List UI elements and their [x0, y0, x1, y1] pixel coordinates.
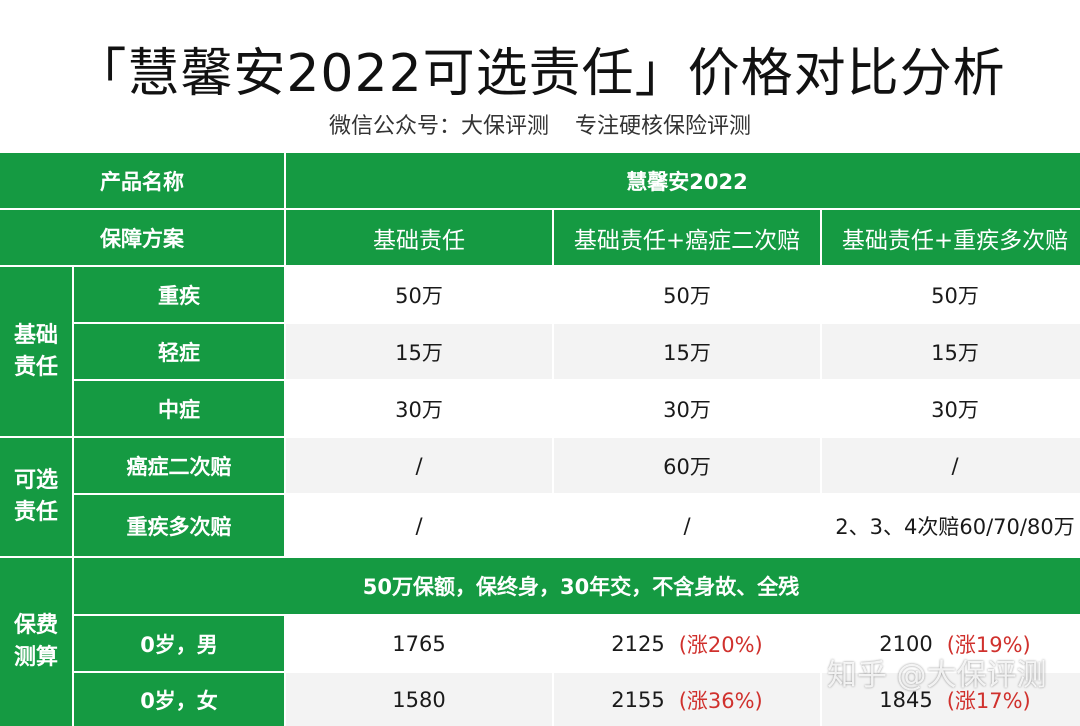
table-cell: /: [286, 495, 552, 556]
premium-value: 2100: [879, 631, 933, 656]
increase-note: (涨36%): [678, 688, 763, 713]
premium-value: 2125: [611, 631, 665, 656]
table-cell: 2、3、4次赔60/70/80万: [822, 495, 1080, 556]
table-cell: /: [286, 438, 552, 493]
group-label-basic: 基础责任: [0, 267, 72, 436]
premium-cell: 2155 (涨36%): [554, 673, 820, 726]
row-label: 轻症: [74, 324, 284, 379]
product-name-value: 慧馨安2022: [286, 153, 1080, 208]
table-cell: 30万: [822, 381, 1080, 436]
row-label: 0岁，男: [74, 616, 284, 671]
table-cell: 30万: [286, 381, 552, 436]
table-cell: 30万: [554, 381, 820, 436]
premium-cell: 1765: [286, 616, 552, 671]
row-label: 重疾: [74, 267, 284, 322]
premium-value: 1580: [392, 687, 446, 712]
plan-header: 基础责任+重疾多次赔: [822, 210, 1080, 265]
premium-cell: 2125 (涨20%): [554, 616, 820, 671]
wechat-account: 微信公众号：大保评测: [328, 114, 549, 139]
row-label: 0岁，女: [74, 673, 284, 726]
increase-note: (涨17%): [946, 688, 1031, 713]
table-cell: /: [554, 495, 820, 556]
increase-note: (涨20%): [678, 632, 763, 657]
table-cell: /: [822, 438, 1080, 493]
watermark: 知乎 @大保评测: [827, 658, 1047, 693]
premium-note: 50万保额，保终身，30年交，不含身故、全残: [74, 558, 1080, 614]
premium-cell: 1580: [286, 673, 552, 726]
table-cell: 50万: [286, 267, 552, 322]
premium-value: 1845: [879, 687, 933, 712]
row-label: 中症: [74, 381, 284, 436]
group-label-premium: 保费测算: [0, 558, 72, 726]
plan-header: 基础责任+癌症二次赔: [554, 210, 820, 265]
subtitle: 微信公众号：大保评测 专注硬核保险评测: [0, 110, 1080, 144]
premium-value: 2155: [611, 687, 665, 712]
increase-note: (涨19%): [946, 632, 1031, 657]
premium-cell: 2100 (涨19%): [822, 616, 1080, 671]
row-label: 重疾多次赔: [74, 495, 284, 556]
table-cell: 15万: [286, 324, 552, 379]
group-label-optional: 可选责任: [0, 438, 72, 556]
table-cell: 50万: [554, 267, 820, 322]
slogan: 专注硬核保险评测: [575, 114, 752, 139]
table-cell: 60万: [554, 438, 820, 493]
table-cell: 50万: [822, 267, 1080, 322]
table-cell: 15万: [554, 324, 820, 379]
price-comparison-table: 产品名称 慧馨安2022 保障方案 基础责任 基础责任+癌症二次赔 基础责任+重…: [0, 153, 1080, 726]
plan-label: 保障方案: [0, 210, 284, 265]
product-name-label: 产品名称: [0, 153, 284, 208]
premium-value: 1765: [392, 631, 446, 656]
page-title: 「慧馨安2022可选责任」价格对比分析: [74, 44, 1006, 104]
table-cell: 15万: [822, 324, 1080, 379]
row-label: 癌症二次赔: [74, 438, 284, 493]
plan-header: 基础责任: [286, 210, 552, 265]
